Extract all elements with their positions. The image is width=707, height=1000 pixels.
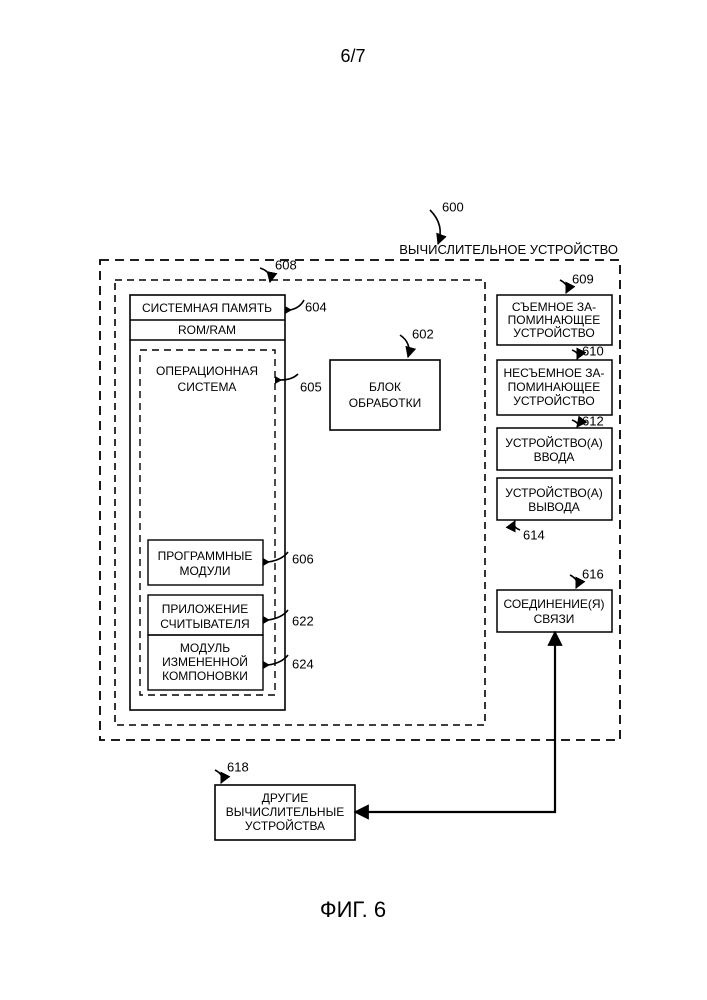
reflow-l3: КОМПОНОВКИ (162, 669, 248, 683)
os-l1: ОПЕРАЦИОННАЯ (156, 364, 258, 378)
ref-600: 600 (442, 199, 464, 214)
page-number: 6/7 (340, 46, 365, 66)
leader-618 (215, 770, 222, 783)
input-l2: ВВОДА (534, 450, 575, 464)
nonrem-l3: УСТРОЙСТВО (513, 393, 594, 408)
leader-609 (560, 280, 567, 293)
leader-605-curve (280, 374, 298, 380)
other-l1: ДРУГИЕ (262, 791, 309, 805)
memory-subtitle: ROM/RAM (178, 323, 236, 337)
ref-609: 609 (572, 271, 594, 286)
ref-604: 604 (305, 299, 327, 314)
bidir-arrow (355, 632, 555, 812)
outer-title: ВЫЧИСЛИТЕЛЬНОЕ УСТРОЙСТВО (399, 242, 618, 257)
reflow-l1: МОДУЛЬ (180, 641, 230, 655)
reflow-l2: ИЗМЕНЕННОЙ (162, 654, 248, 669)
nonrem-l2: ПОМИНАЮЩЕЕ (508, 380, 601, 394)
prog-l2: МОДУЛИ (179, 564, 230, 578)
removable-l3: УСТРОЙСТВО (513, 325, 594, 340)
reader-l2: СЧИТЫВАТЕЛЯ (160, 617, 249, 631)
prog-l1: ПРОГРАММНЫЕ (158, 549, 253, 563)
removable-l2: ПОМИНАЮЩЕЕ (508, 313, 601, 327)
other-l2: ВЫЧИСЛИТЕЛЬНЫЕ (226, 805, 344, 819)
ref-614: 614 (523, 527, 545, 542)
ref-610: 610 (582, 343, 604, 358)
leader-604-head (285, 306, 292, 314)
proc-l2: ОБРАБОТКИ (349, 396, 421, 410)
input-l1: УСТРОЙСТВО(А) (505, 435, 602, 450)
ref-602: 602 (412, 326, 434, 341)
memory-title: СИСТЕМНАЯ ПАМЯТЬ (142, 301, 272, 315)
leader-616 (570, 575, 577, 588)
ref-618: 618 (227, 759, 249, 774)
ref-616: 616 (582, 566, 604, 581)
proc-box (330, 360, 440, 430)
leader-604-curve (290, 300, 304, 310)
other-l3: УСТРОЙСТВА (245, 818, 325, 833)
leader-622-head (263, 616, 270, 624)
ref-622: 622 (292, 613, 314, 628)
ref-606: 606 (292, 551, 314, 566)
leader-602 (400, 335, 409, 357)
os-l2: СИСТЕМА (178, 380, 237, 394)
leader-605-head (275, 376, 282, 384)
figure-label: ФИГ. 6 (320, 897, 386, 922)
leader-600 (430, 210, 440, 244)
output-l2: ВЫВОДА (528, 500, 579, 514)
nonrem-l1: НЕСЪЕМНОЕ ЗА- (503, 366, 604, 380)
leader-624-head (263, 661, 270, 669)
reader-l1: ПРИЛОЖЕНИЕ (162, 602, 249, 616)
leader-606-head (263, 558, 270, 566)
ref-605: 605 (300, 379, 322, 394)
removable-l1: СЪЕМНОЕ ЗА- (512, 300, 596, 314)
ref-608: 608 (275, 257, 297, 272)
proc-l1: БЛОК (369, 380, 401, 394)
ref-624: 624 (292, 656, 314, 671)
output-l1: УСТРОЙСТВО(А) (505, 485, 602, 500)
comm-l1: СОЕДИНЕНИЕ(Я) (503, 597, 604, 611)
ref-612: 612 (582, 413, 604, 428)
comm-l2: СВЯЗИ (534, 612, 575, 626)
